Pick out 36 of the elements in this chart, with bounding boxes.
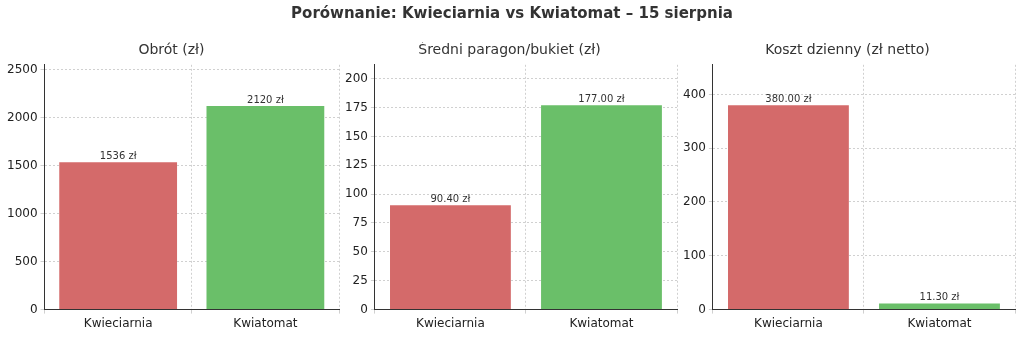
- y-tick-label: 50: [352, 243, 368, 258]
- y-tick-label: 500: [14, 253, 38, 268]
- y-tick-label: 0: [698, 301, 706, 316]
- data-label: 90.40 zł: [430, 192, 471, 204]
- y-tick-label: 2500: [6, 61, 38, 76]
- data-label: 1536 zł: [99, 149, 137, 161]
- y-tick-label: 1000: [6, 205, 38, 220]
- y-tick-label: 175: [345, 99, 368, 114]
- y-tick-label: 25: [352, 272, 368, 287]
- y-tick-label: 0: [360, 301, 368, 316]
- x-tick-label: Kwieciarnia: [416, 315, 485, 330]
- x-tick-label: Kwiatomat: [233, 315, 298, 330]
- chart-title: Obrót (zł): [138, 41, 205, 58]
- text: Porównanie: Kwieciarnia vs Kwiatomat – 15 sierpnia: [290, 4, 734, 22]
- y-tick-label: 400: [683, 86, 706, 101]
- y-tick-label: 200: [345, 70, 368, 85]
- y-tick-label: 150: [345, 128, 368, 143]
- data-label: 177.00 zł: [578, 92, 625, 104]
- x-tick-label: Kwiatomat: [569, 315, 634, 330]
- data-label: 2120 zł: [247, 93, 284, 105]
- y-tick-label: 100: [345, 186, 368, 201]
- y-tick-label: 0: [29, 301, 38, 316]
- y-tick-label: 75: [352, 215, 368, 230]
- y-tick-label: 200: [683, 194, 706, 209]
- y-tick-label: 300: [683, 140, 706, 155]
- y-tick-label: 100: [683, 247, 706, 262]
- y-tick-label: 2000: [6, 109, 38, 124]
- chart-title: Koszt dzienny (zł netto): [765, 41, 930, 58]
- y-tick-label: 1500: [6, 157, 38, 172]
- data-label: 11.30 zł: [919, 291, 960, 303]
- y-tick-label: 125: [345, 157, 368, 172]
- x-tick-label: Kwieciarnia: [754, 315, 823, 330]
- x-tick-label: Kwiatomat: [907, 315, 972, 330]
- x-tick-label: Kwieciarnia: [83, 315, 153, 330]
- data-label: 380.00 zł: [765, 92, 812, 104]
- chart-title: Średni paragon/bukiet (zł): [418, 40, 601, 58]
